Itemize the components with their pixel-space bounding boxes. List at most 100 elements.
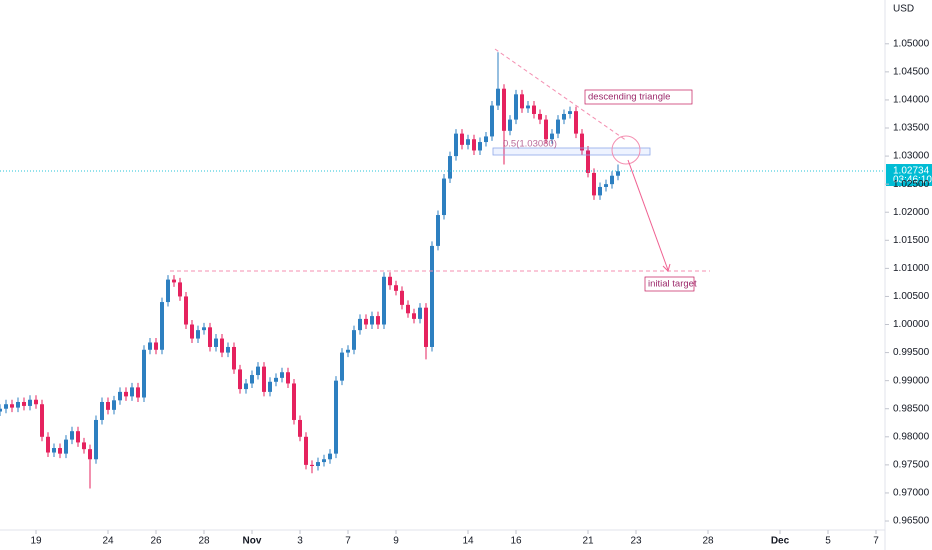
candle-body <box>214 338 218 347</box>
candle-body <box>472 139 476 151</box>
candle-body <box>364 318 368 325</box>
candle-body <box>532 105 536 114</box>
candle-body <box>430 245 434 347</box>
candle-body <box>238 369 242 390</box>
y-tick-label: 1.04500 <box>893 67 930 78</box>
candle-body <box>556 119 560 134</box>
candle-body <box>226 346 230 353</box>
candle-body <box>388 276 392 286</box>
candle-body <box>196 330 200 339</box>
candle-body <box>400 290 404 305</box>
y-tick-label: 1.05000 <box>893 38 930 49</box>
candle-body <box>172 279 176 283</box>
candle-body <box>346 349 350 353</box>
candle-body <box>280 372 284 378</box>
candle-body <box>574 111 578 134</box>
candle-body <box>256 366 260 376</box>
candle-body <box>334 380 338 454</box>
x-tick-label: Nov <box>243 536 262 547</box>
candle-body <box>460 133 464 145</box>
y-tick-label: 1.04000 <box>893 95 930 106</box>
candle-body <box>496 88 500 106</box>
y-tick-label: 0.98500 <box>893 403 930 414</box>
candle-body <box>370 316 374 325</box>
candle-body <box>478 142 482 151</box>
candle-body <box>76 431 80 443</box>
y-tick-label: 0.98000 <box>893 431 930 442</box>
candle-body <box>286 372 290 384</box>
triangle-line <box>494 48 628 142</box>
y-tick-label: 1.01500 <box>893 235 930 246</box>
pattern-box <box>584 89 693 105</box>
candle-body <box>466 139 470 145</box>
y-tick-label: 1.03500 <box>893 123 930 134</box>
candle-body <box>10 404 14 408</box>
countdown-label: 03:46:10 <box>893 175 932 186</box>
candle-body <box>616 171 620 176</box>
candle-body <box>580 133 584 151</box>
candle-body <box>148 342 152 350</box>
candle-body <box>304 436 308 465</box>
candle-body <box>142 349 146 398</box>
candle-body <box>394 285 398 291</box>
candle-body <box>328 453 332 460</box>
candle-body <box>412 313 416 319</box>
candle-body <box>292 383 296 420</box>
candle-body <box>52 448 56 453</box>
y-tick-label: 1.02500 <box>893 179 930 190</box>
candle-body <box>46 436 50 453</box>
candle-body <box>250 375 254 384</box>
candle-body <box>94 419 98 460</box>
candle-body <box>484 136 488 143</box>
candle-body <box>262 366 266 392</box>
candle-body <box>274 377 278 382</box>
candle-body <box>154 342 158 350</box>
y-tick-label: 1.02000 <box>893 207 930 218</box>
x-tick-label: 21 <box>582 536 594 547</box>
candle-body <box>160 302 164 350</box>
candle-body <box>538 113 542 120</box>
y-tick-label: 0.97000 <box>893 488 930 499</box>
candle-body <box>544 119 548 140</box>
x-tick-label: 24 <box>102 536 114 547</box>
candle-body <box>436 215 440 246</box>
candle-body <box>568 111 572 114</box>
y-tick-label: 0.99500 <box>893 347 930 358</box>
candle-body <box>220 338 224 353</box>
candle-body <box>268 381 272 392</box>
pattern-label: descending triangle <box>588 92 670 103</box>
candle-body <box>34 399 38 405</box>
x-tick-label: 5 <box>825 536 831 547</box>
candle-body <box>118 391 122 401</box>
y-tick-label: 0.97500 <box>893 460 930 471</box>
candle-body <box>310 464 314 466</box>
candle-body <box>382 276 386 325</box>
candle-body <box>28 399 32 406</box>
x-tick-label: 16 <box>510 536 522 547</box>
candle-body <box>136 387 140 398</box>
candle-body <box>4 404 8 409</box>
candle-body <box>490 105 494 137</box>
target-label: initial target <box>648 279 697 290</box>
candle-body <box>232 346 236 370</box>
candle-body <box>202 327 206 331</box>
y-tick-label: 1.03000 <box>893 151 930 162</box>
candle-body <box>178 282 182 297</box>
candle-body <box>610 175 614 185</box>
circle-marker <box>611 135 641 165</box>
candle-body <box>604 184 608 187</box>
candle-body <box>40 404 44 437</box>
candle-body <box>166 279 170 303</box>
candle-body <box>208 327 212 347</box>
x-tick-label: 26 <box>150 536 162 547</box>
candle-body <box>316 462 320 466</box>
candle-body <box>448 156 452 179</box>
x-tick-label: Dec <box>771 536 790 547</box>
candle-body <box>340 352 344 381</box>
x-tick-label: 7 <box>345 536 351 547</box>
x-tick-label: 19 <box>30 536 42 547</box>
candle-body <box>550 133 554 140</box>
plot <box>0 52 620 489</box>
x-tick-label: 7 <box>873 536 879 547</box>
